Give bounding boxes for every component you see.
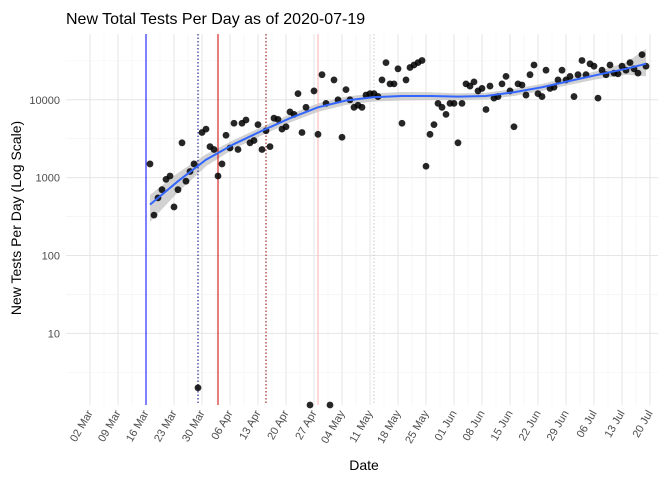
data-point bbox=[194, 384, 202, 392]
data-points bbox=[146, 51, 650, 409]
data-point bbox=[466, 82, 474, 90]
data-point bbox=[218, 160, 226, 168]
data-point bbox=[578, 57, 586, 64]
data-point bbox=[242, 116, 250, 124]
data-point bbox=[606, 61, 614, 69]
y-axis-title: New Tests Per Day (Log Scale) bbox=[8, 121, 24, 315]
data-point bbox=[294, 90, 302, 98]
data-point bbox=[570, 93, 578, 100]
y-tick-label: 10 bbox=[48, 328, 60, 340]
data-point bbox=[190, 160, 198, 168]
data-point bbox=[234, 146, 242, 153]
data-point bbox=[442, 110, 450, 118]
data-point bbox=[170, 203, 178, 211]
data-point bbox=[598, 66, 606, 74]
data-point bbox=[150, 211, 158, 219]
data-point bbox=[426, 130, 434, 138]
data-point bbox=[382, 59, 390, 67]
data-point bbox=[626, 59, 634, 67]
data-point bbox=[402, 76, 410, 84]
data-point bbox=[614, 70, 622, 78]
data-point bbox=[502, 72, 510, 80]
data-point bbox=[438, 103, 446, 111]
data-point bbox=[566, 72, 574, 80]
data-point bbox=[530, 61, 538, 69]
data-point bbox=[174, 186, 182, 194]
chart-title: New Total Tests Per Day as of 2020-07-19 bbox=[66, 11, 365, 28]
data-point bbox=[574, 71, 582, 79]
data-point bbox=[394, 65, 402, 73]
data-point bbox=[338, 133, 346, 141]
data-point bbox=[518, 81, 526, 89]
y-tick-label: 100 bbox=[42, 250, 60, 262]
data-point bbox=[166, 172, 174, 180]
data-point bbox=[310, 87, 318, 95]
data-point bbox=[298, 129, 306, 136]
reference-lines bbox=[145, 34, 375, 405]
data-point bbox=[230, 119, 238, 127]
smooth-confidence-ribbon bbox=[150, 48, 646, 222]
data-point bbox=[430, 121, 438, 128]
data-point bbox=[482, 106, 490, 113]
data-point bbox=[214, 172, 222, 180]
data-point bbox=[254, 121, 262, 128]
data-point bbox=[470, 78, 478, 86]
data-point bbox=[450, 99, 458, 107]
data-point bbox=[558, 66, 566, 74]
data-point bbox=[634, 69, 642, 77]
data-point bbox=[266, 143, 274, 151]
data-point bbox=[498, 80, 506, 88]
data-point bbox=[418, 57, 426, 64]
data-point bbox=[146, 160, 154, 168]
data-point bbox=[258, 146, 266, 153]
data-point bbox=[210, 146, 218, 153]
data-point bbox=[458, 99, 466, 107]
data-point bbox=[478, 85, 486, 92]
data-point bbox=[454, 139, 462, 147]
smooth-line bbox=[149, 62, 647, 206]
data-point bbox=[202, 125, 210, 133]
y-axis-ticks: 10 100 1000 10000 bbox=[29, 95, 60, 341]
data-point bbox=[526, 71, 534, 79]
data-point bbox=[590, 62, 598, 70]
smooth-ribbon-layer bbox=[150, 48, 646, 222]
data-point bbox=[510, 123, 518, 131]
data-point bbox=[302, 103, 310, 111]
data-point bbox=[542, 66, 550, 74]
data-point bbox=[554, 76, 562, 84]
data-point bbox=[538, 93, 546, 100]
data-point bbox=[398, 119, 406, 127]
data-point bbox=[306, 401, 314, 409]
data-point bbox=[594, 94, 602, 102]
y-tick-label: 10000 bbox=[29, 95, 60, 107]
data-point bbox=[222, 131, 230, 139]
data-point bbox=[282, 123, 290, 131]
data-point bbox=[638, 51, 646, 59]
data-point bbox=[358, 103, 366, 111]
data-point bbox=[250, 137, 258, 144]
data-point bbox=[522, 91, 530, 99]
grid bbox=[66, 34, 658, 405]
data-point bbox=[326, 401, 334, 409]
y-tick-label: 1000 bbox=[36, 173, 60, 185]
x-axis-title: Date bbox=[349, 457, 379, 473]
data-point bbox=[486, 82, 494, 90]
data-point bbox=[422, 162, 430, 170]
data-point bbox=[274, 115, 282, 123]
data-point bbox=[314, 130, 322, 138]
data-point bbox=[342, 86, 350, 94]
data-point bbox=[390, 80, 398, 88]
data-point bbox=[330, 76, 338, 84]
data-point bbox=[378, 76, 386, 84]
data-point bbox=[158, 186, 166, 194]
smooth-line-layer bbox=[149, 62, 647, 206]
data-point bbox=[182, 177, 190, 185]
data-point bbox=[318, 71, 326, 79]
data-point bbox=[178, 139, 186, 147]
